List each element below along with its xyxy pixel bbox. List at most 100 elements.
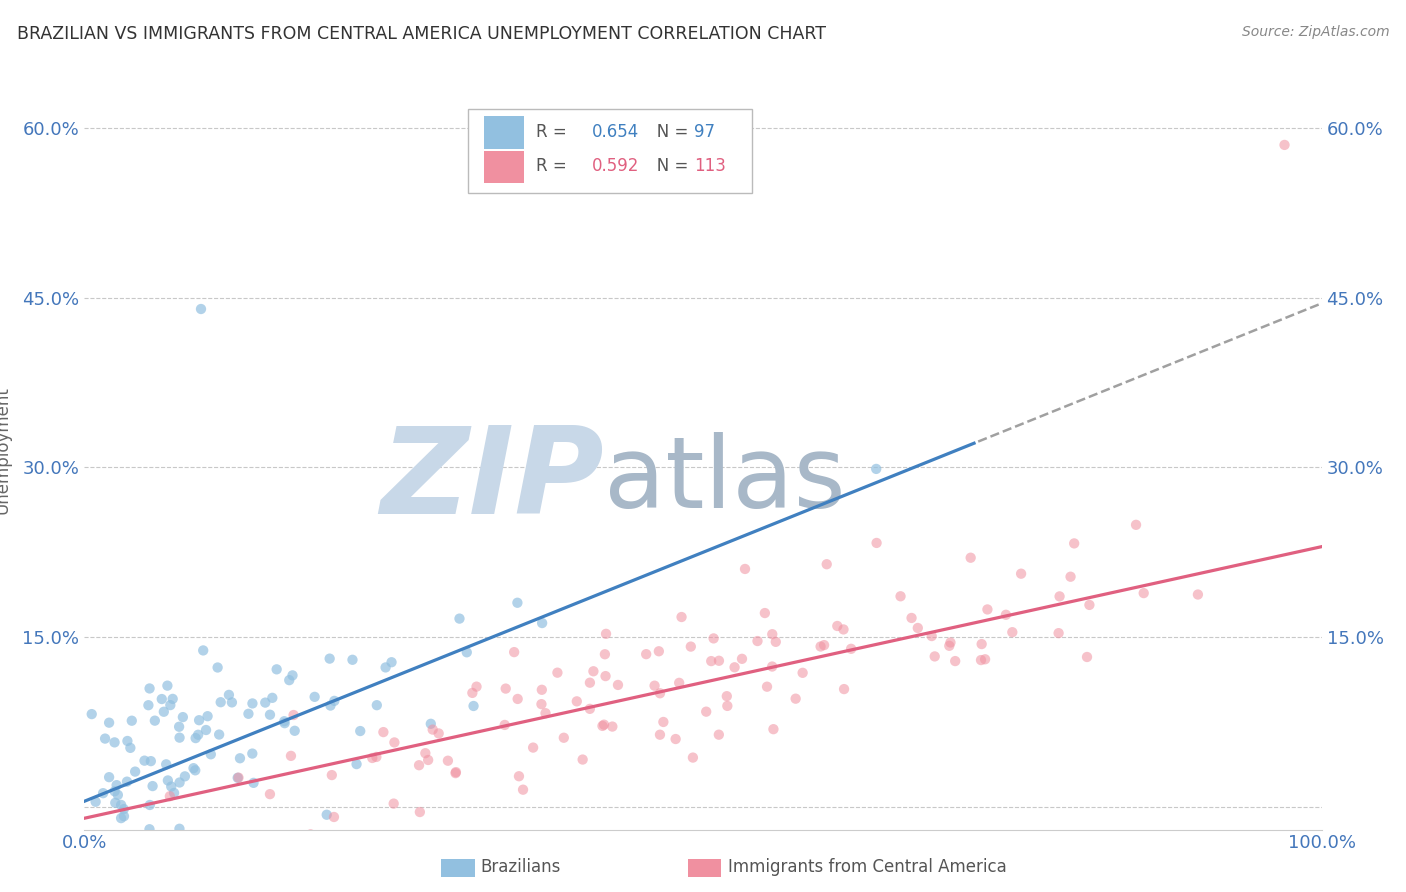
Point — [117, 734, 139, 748]
Point — [648, 686, 671, 700]
Point — [159, 789, 181, 804]
Point — [679, 640, 702, 654]
Point — [734, 562, 756, 576]
Point — [970, 653, 993, 667]
Point — [1059, 570, 1081, 584]
Point — [374, 660, 396, 674]
Point — [593, 647, 616, 661]
Point — [1063, 536, 1085, 550]
Point — [765, 635, 787, 649]
Point — [409, 805, 432, 819]
Point — [827, 619, 849, 633]
Point — [422, 723, 444, 737]
Point — [943, 654, 966, 668]
Point — [169, 775, 191, 789]
Point — [762, 722, 785, 736]
Point — [323, 694, 346, 708]
Point — [832, 682, 855, 697]
Point — [1047, 626, 1070, 640]
Point — [1001, 625, 1024, 640]
Point — [229, 751, 252, 765]
Point — [160, 780, 183, 794]
Point — [530, 697, 553, 711]
Point — [495, 681, 517, 696]
Point — [89, 834, 111, 848]
Point — [974, 652, 997, 666]
Point — [1132, 586, 1154, 600]
Point — [187, 728, 209, 742]
Point — [112, 802, 135, 816]
Point — [636, 647, 658, 661]
Point — [723, 660, 745, 674]
Point — [266, 662, 288, 676]
Point — [506, 596, 529, 610]
Point — [94, 731, 117, 746]
Point — [278, 673, 301, 688]
Point — [254, 696, 277, 710]
Text: Source: ZipAtlas.com: Source: ZipAtlas.com — [1241, 25, 1389, 39]
Point — [138, 681, 160, 696]
Point — [150, 692, 173, 706]
Text: 0.654: 0.654 — [592, 123, 638, 141]
Point — [242, 776, 264, 790]
Point — [162, 692, 184, 706]
Point — [138, 698, 160, 713]
Point — [103, 735, 125, 749]
Point — [761, 659, 783, 673]
Point — [707, 654, 730, 668]
Point — [209, 695, 232, 709]
Point — [437, 754, 460, 768]
FancyBboxPatch shape — [484, 117, 523, 149]
Point — [546, 665, 568, 680]
Text: Brazilians: Brazilians — [481, 858, 561, 876]
Point — [281, 668, 304, 682]
Text: ZIP: ZIP — [380, 422, 605, 540]
Text: atlas: atlas — [605, 433, 845, 529]
Point — [84, 795, 107, 809]
Point — [565, 694, 588, 708]
Point — [200, 747, 222, 762]
Point — [349, 724, 371, 739]
Point — [508, 769, 530, 783]
Point — [280, 748, 302, 763]
Text: 113: 113 — [695, 157, 727, 175]
Point — [465, 680, 488, 694]
Point — [939, 635, 962, 649]
Y-axis label: Unemployment: Unemployment — [0, 386, 11, 515]
Point — [595, 669, 617, 683]
Point — [761, 627, 783, 641]
Point — [652, 714, 675, 729]
Point — [304, 690, 326, 704]
Point — [582, 665, 605, 679]
Point — [315, 807, 337, 822]
Point — [283, 708, 305, 723]
Point — [494, 718, 516, 732]
Point — [156, 679, 179, 693]
Point — [299, 827, 322, 841]
Point — [682, 750, 704, 764]
Point — [907, 621, 929, 635]
Point — [228, 771, 250, 785]
Point — [419, 716, 441, 731]
Point — [461, 686, 484, 700]
Point — [90, 834, 112, 848]
Point — [703, 632, 725, 646]
Point — [110, 797, 132, 812]
Point — [418, 753, 440, 767]
Point — [361, 751, 384, 765]
Point — [91, 786, 114, 800]
Point — [98, 834, 121, 848]
Point — [139, 754, 162, 768]
Point — [456, 645, 478, 659]
Point — [273, 714, 295, 729]
Point — [449, 612, 471, 626]
Point — [138, 822, 160, 837]
Point — [184, 764, 207, 778]
Point — [427, 726, 450, 740]
Point — [695, 705, 717, 719]
Point — [346, 757, 368, 772]
Text: R =: R = — [536, 157, 572, 175]
Point — [579, 702, 602, 716]
Point — [747, 634, 769, 648]
Point — [366, 750, 388, 764]
